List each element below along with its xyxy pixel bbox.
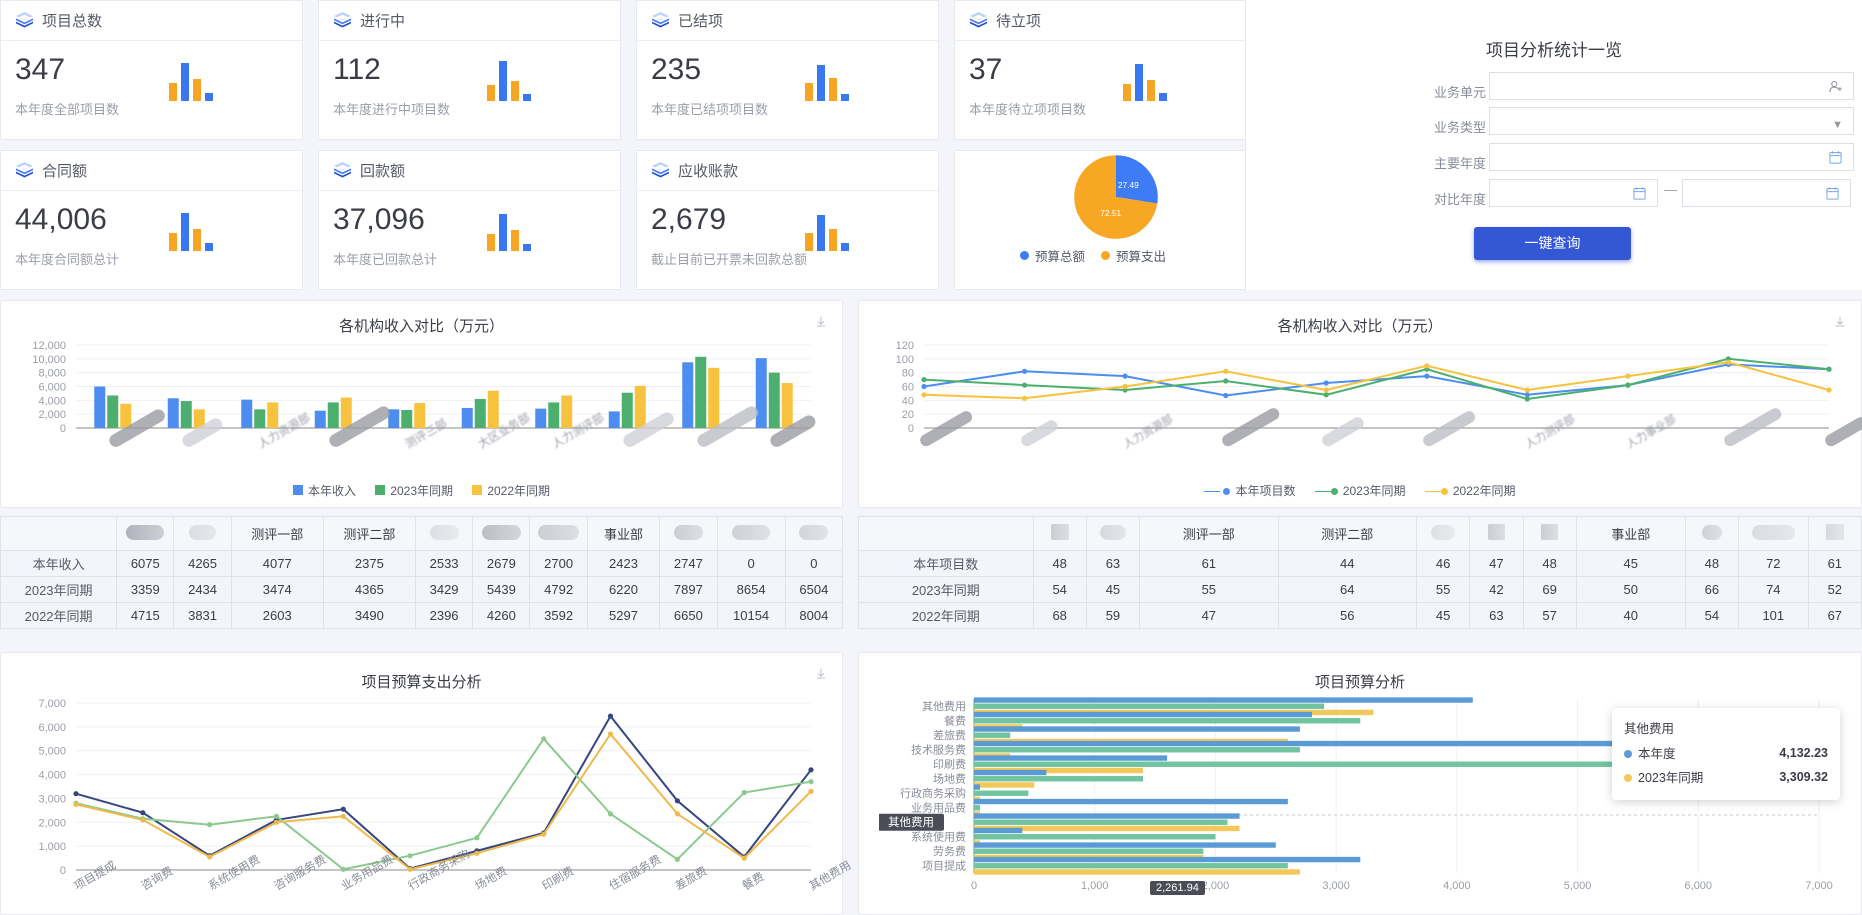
svg-text:项目提成: 项目提成 xyxy=(922,859,966,872)
svg-text:场地费: 场地费 xyxy=(933,771,966,785)
svg-text:5,000: 5,000 xyxy=(1564,880,1592,892)
svg-text:餐费: 餐费 xyxy=(944,713,966,727)
svg-text:0: 0 xyxy=(60,423,66,435)
svg-text:5,000: 5,000 xyxy=(38,746,66,758)
svg-text:3,000: 3,000 xyxy=(38,793,66,805)
svg-text:7,000: 7,000 xyxy=(38,698,66,710)
svg-text:2,000: 2,000 xyxy=(1202,880,1230,892)
svg-text:6,000: 6,000 xyxy=(1685,880,1713,892)
svg-text:其他费用: 其他费用 xyxy=(888,816,934,829)
svg-text:40: 40 xyxy=(902,395,914,407)
svg-text:差旅费: 差旅费 xyxy=(933,728,966,742)
svg-text:20: 20 xyxy=(902,409,914,421)
svg-text:1,000: 1,000 xyxy=(1081,880,1109,892)
svg-text:0: 0 xyxy=(60,865,66,877)
svg-text:0: 0 xyxy=(971,880,977,892)
svg-text:业务用品费: 业务用品费 xyxy=(911,801,966,814)
svg-text:72.51: 72.51 xyxy=(1100,208,1121,218)
svg-text:100: 100 xyxy=(896,354,914,366)
svg-text:7,000: 7,000 xyxy=(1805,880,1833,892)
svg-text:2,000: 2,000 xyxy=(38,817,66,829)
svg-text:1,000: 1,000 xyxy=(38,841,66,853)
svg-text:其他费用: 其他费用 xyxy=(922,700,966,713)
svg-text:3,000: 3,000 xyxy=(1322,880,1350,892)
svg-text:技术服务费: 技术服务费 xyxy=(911,743,966,756)
svg-text:80: 80 xyxy=(902,368,914,380)
svg-text:2,000: 2,000 xyxy=(38,409,66,421)
svg-text:10,000: 10,000 xyxy=(32,354,66,366)
svg-text:0: 0 xyxy=(908,423,914,435)
svg-text:4,000: 4,000 xyxy=(38,395,66,407)
svg-text:行政商务采购: 行政商务采购 xyxy=(900,786,966,800)
svg-text:劳务费: 劳务费 xyxy=(933,845,966,858)
svg-text:4,000: 4,000 xyxy=(38,770,66,782)
svg-text:6,000: 6,000 xyxy=(38,722,66,734)
svg-text:12,000: 12,000 xyxy=(32,340,66,352)
svg-text:4,000: 4,000 xyxy=(1443,880,1471,892)
svg-text:60: 60 xyxy=(902,382,914,394)
svg-text:27.49: 27.49 xyxy=(1118,180,1139,190)
svg-text:系统使用费: 系统使用费 xyxy=(911,830,966,843)
svg-text:印刷费: 印刷费 xyxy=(933,758,966,771)
svg-text:6,000: 6,000 xyxy=(38,382,66,394)
svg-text:8,000: 8,000 xyxy=(38,368,66,380)
svg-text:120: 120 xyxy=(896,340,914,352)
